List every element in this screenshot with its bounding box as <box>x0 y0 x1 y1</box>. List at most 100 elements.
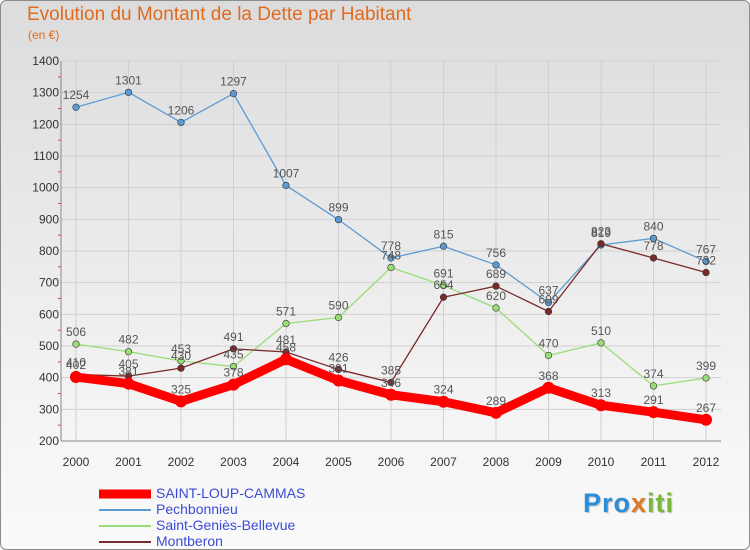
data-label: 374 <box>643 367 663 381</box>
data-label: 637 <box>538 284 558 298</box>
y-tick-label: 1200 <box>32 117 59 131</box>
data-label: 491 <box>223 330 243 344</box>
data-point <box>700 413 712 426</box>
y-tick-label: 400 <box>39 371 59 385</box>
y-axis-ticks: 200 300 400 500 600 700 800 900 1000 1100 1200 1300… <box>32 54 59 448</box>
data-label: 654 <box>433 278 453 292</box>
y-tick-label: 600 <box>39 307 59 321</box>
data-label: 410 <box>66 356 86 370</box>
legend-item: Saint-Geniès-Bellevue <box>99 517 399 534</box>
data-point <box>124 348 133 356</box>
data-point <box>229 90 238 98</box>
data-point <box>282 319 290 328</box>
data-point <box>122 377 135 390</box>
data-label: 609 <box>538 292 558 306</box>
data-label: 405 <box>118 357 138 371</box>
y-tick-label: 200 <box>39 434 59 448</box>
legend-item: Pechbonnieu <box>99 501 399 518</box>
x-tick-label: 2012 <box>693 455 720 469</box>
data-label: 748 <box>381 248 401 262</box>
data-label: 778 <box>643 239 663 253</box>
x-tick-label: 2001 <box>115 455 142 469</box>
data-point <box>544 351 553 360</box>
data-label: 368 <box>538 369 558 383</box>
data-label: 756 <box>486 246 506 260</box>
data-label: 289 <box>486 394 506 408</box>
data-point <box>597 240 605 248</box>
data-label: 426 <box>328 350 348 364</box>
chart-subtitle: (en €) <box>28 28 60 42</box>
data-point <box>334 313 343 322</box>
data-label: 325 <box>171 382 191 396</box>
legend: SAINT-LOUP-CAMMAS Pechbonnieu Saint-Geniès… <box>99 485 399 549</box>
data-point <box>702 257 710 266</box>
data-point <box>70 371 82 384</box>
data-label: 778 <box>381 239 401 253</box>
legend-label: Saint-Geniès-Bellevue <box>156 517 296 533</box>
data-point <box>439 281 448 290</box>
x-tick-label: 2002 <box>168 455 195 469</box>
legend-swatch <box>99 509 151 511</box>
data-label: 313 <box>591 386 611 400</box>
data-point <box>124 88 133 96</box>
legend-label: Pechbonnieu <box>156 501 238 517</box>
data-point <box>597 339 605 347</box>
data-point <box>334 365 343 374</box>
data-label: 689 <box>486 267 506 281</box>
x-axis-ticks: 2000 2001 2002 2003 2004 2005 2006 2007 2008 2009… <box>63 455 720 469</box>
x-tick-label: 2005 <box>325 455 352 469</box>
y-tick-label: 700 <box>39 276 59 290</box>
data-point <box>702 374 710 382</box>
data-label: 815 <box>433 227 453 241</box>
data-label: 571 <box>276 305 296 319</box>
data-point <box>492 261 500 269</box>
data-point <box>177 357 185 365</box>
y-tick-label: 1400 <box>32 54 59 68</box>
x-tick-label: 2010 <box>588 455 615 469</box>
data-point <box>649 254 658 262</box>
legend-label: Montberon <box>156 533 223 549</box>
data-point <box>649 382 658 390</box>
data-label: 767 <box>696 242 716 256</box>
y-tick-label: 300 <box>39 402 59 416</box>
data-label: 823 <box>591 225 611 239</box>
x-tick-label: 2011 <box>641 455 667 469</box>
data-point <box>72 103 80 111</box>
x-tick-label: 2006 <box>378 455 405 469</box>
data-point <box>280 353 292 366</box>
data-label: 324 <box>433 383 453 397</box>
data-point <box>387 378 395 387</box>
data-label: 430 <box>171 349 191 363</box>
data-point <box>437 395 450 408</box>
data-label: 399 <box>696 359 716 373</box>
data-label: 840 <box>643 219 663 233</box>
y-tick-label: 900 <box>39 212 59 226</box>
data-point <box>177 364 185 372</box>
data-label: 506 <box>66 325 86 339</box>
legend-item: Montberon <box>99 533 399 549</box>
proxiti-logo: Proxiti <box>583 488 675 518</box>
data-point <box>595 399 607 412</box>
data-label: 481 <box>276 333 296 347</box>
data-label: 470 <box>538 337 558 351</box>
y-tick-label: 1100 <box>33 149 59 163</box>
data-point <box>439 293 448 301</box>
data-label: 1007 <box>273 166 300 180</box>
legend-swatch <box>99 541 151 543</box>
data-label: 1301 <box>115 73 142 87</box>
data-label: 899 <box>328 201 348 215</box>
data-point <box>227 378 240 391</box>
data-point <box>387 263 395 272</box>
data-label: 732 <box>696 254 716 268</box>
data-label: 590 <box>328 299 348 313</box>
chart-title: Evolution du Montant de la Dette par Hab… <box>27 4 412 25</box>
data-point <box>229 345 238 353</box>
x-tick-label: 2008 <box>483 455 510 469</box>
data-label: 402 <box>66 358 86 372</box>
x-tick-label: 2003 <box>220 455 247 469</box>
data-label: 378 <box>223 366 243 380</box>
series-points <box>70 88 712 426</box>
data-label: 453 <box>171 342 191 356</box>
